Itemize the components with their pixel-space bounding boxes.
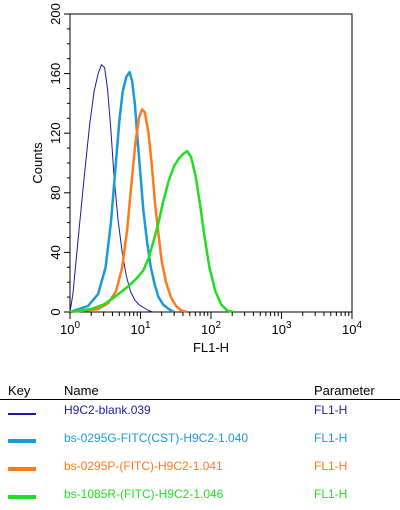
legend-row-parameter: FL1-H <box>314 487 348 501</box>
y-axis-label: Counts <box>30 142 45 184</box>
y-tick-label: 120 <box>48 122 63 144</box>
legend-swatch <box>8 495 36 499</box>
y-tick-label: 80 <box>48 186 63 200</box>
x-tick-label: 104 <box>342 320 362 337</box>
y-tick-label: 0 <box>48 308 63 315</box>
y-tick-label: 200 <box>48 3 63 25</box>
series-line-4 <box>69 149 234 314</box>
x-tick-label: 101 <box>130 320 150 337</box>
x-axis-ticks: 100 101 102 103 104 <box>60 312 362 337</box>
legend-row-parameter: FL1-H <box>314 431 348 445</box>
legend-row-name: bs-0295G-FITC(CST)-H9C2-1.040 <box>64 431 249 445</box>
legend-table: Key Name Parameter H9C2-blank.039 FL1-H … <box>0 378 400 510</box>
series-line-3 <box>69 108 187 314</box>
legend-key-header: Key <box>8 383 31 398</box>
legend-row-name: bs-1085R-(FITC)-H9C2-1.046 <box>64 487 224 501</box>
y-tick-label: 160 <box>48 63 63 85</box>
legend-row-parameter: FL1-H <box>314 403 348 417</box>
legend-row: H9C2-blank.039 FL1-H <box>0 400 400 422</box>
series-layer <box>69 64 234 314</box>
legend-name-header: Name <box>64 383 99 398</box>
legend-row-parameter: FL1-H <box>314 459 348 473</box>
x-tick-label: 103 <box>271 320 291 337</box>
x-tick-label: 102 <box>201 320 221 337</box>
legend-swatch <box>8 413 36 415</box>
y-axis-ticks: 0 40 80 120 160 200 <box>48 3 70 316</box>
legend-swatch <box>8 467 36 471</box>
x-tick-label: 100 <box>60 320 80 337</box>
histogram-chart: 0 40 80 120 160 200 100 101 102 103 104 Counts FL… <box>30 3 362 355</box>
legend-row: bs-1085R-(FITC)-H9C2-1.046 FL1-H <box>0 484 400 506</box>
plot-frame <box>69 13 353 313</box>
legend-header-divider <box>0 399 400 400</box>
x-axis-label: FL1-H <box>193 340 229 355</box>
y-tick-label: 40 <box>48 245 63 259</box>
legend-row-name: H9C2-blank.039 <box>64 403 151 417</box>
legend-row-name: bs-0295P-(FITC)-H9C2-1.041 <box>64 459 223 473</box>
legend-row: bs-0295G-FITC(CST)-H9C2-1.040 FL1-H <box>0 428 400 450</box>
legend-parameter-header: Parameter <box>314 383 375 398</box>
legend-row: bs-0295P-(FITC)-H9C2-1.041 FL1-H <box>0 456 400 478</box>
legend-swatch <box>8 439 36 443</box>
series-line-1 <box>69 64 154 313</box>
series-line-2 <box>69 70 175 314</box>
